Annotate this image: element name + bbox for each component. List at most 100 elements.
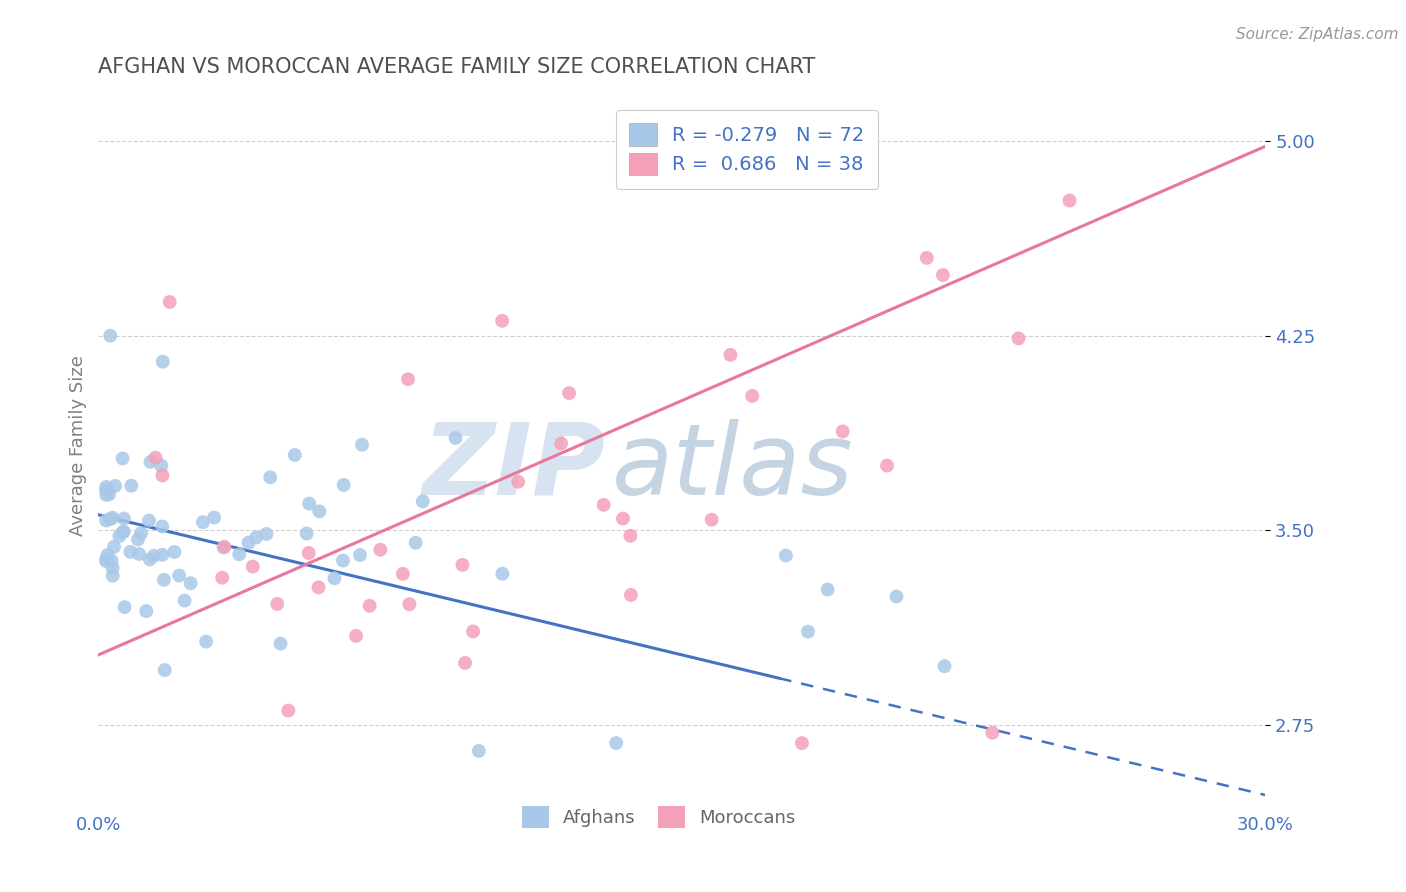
Point [100, 554, 122, 568]
Point [228, 547, 250, 561]
Point [195, 634, 218, 648]
Point [886, 590, 908, 604]
Point [97, 487, 120, 501]
Point [114, 600, 136, 615]
Point [817, 582, 839, 597]
Point [245, 531, 267, 545]
Point [101, 568, 124, 582]
Point [790, 736, 813, 750]
Point [139, 552, 162, 566]
Point [103, 540, 125, 554]
Point [173, 593, 195, 607]
Point [491, 314, 513, 328]
Point [619, 529, 641, 543]
Point [350, 438, 373, 452]
Point [150, 519, 173, 533]
Point [454, 656, 477, 670]
Point [104, 479, 127, 493]
Point [405, 536, 427, 550]
Point [298, 546, 321, 560]
Point [112, 511, 135, 525]
Point [211, 571, 233, 585]
Point [1007, 331, 1029, 345]
Point [932, 268, 955, 282]
Point [831, 425, 853, 439]
Point [167, 568, 190, 582]
Point [150, 548, 173, 562]
Point [349, 548, 371, 562]
Point [150, 458, 173, 473]
Point [96, 554, 118, 568]
Point [741, 389, 763, 403]
Point [129, 526, 152, 541]
Point [127, 533, 149, 547]
Point [256, 527, 278, 541]
Point [120, 479, 142, 493]
Point [396, 372, 419, 386]
Point [934, 659, 956, 673]
Point [153, 573, 176, 587]
Point [270, 637, 292, 651]
Point [180, 576, 202, 591]
Point [468, 744, 491, 758]
Point [142, 549, 165, 563]
Point [120, 545, 142, 559]
Text: atlas: atlas [612, 419, 853, 516]
Point [876, 458, 898, 473]
Point [592, 498, 614, 512]
Point [98, 328, 121, 343]
Point [96, 548, 118, 562]
Point [128, 547, 150, 561]
Point [332, 478, 354, 492]
Point [392, 566, 415, 581]
Text: AFGHAN VS MOROCCAN AVERAGE FAMILY SIZE CORRELATION CHART: AFGHAN VS MOROCCAN AVERAGE FAMILY SIZE C… [98, 56, 815, 77]
Point [111, 525, 134, 540]
Point [308, 504, 330, 518]
Point [370, 542, 392, 557]
Point [153, 663, 176, 677]
Point [284, 448, 307, 462]
Point [96, 480, 118, 494]
Point [98, 512, 121, 526]
Point [139, 455, 162, 469]
Point [605, 736, 627, 750]
Point [412, 494, 434, 508]
Point [797, 624, 820, 639]
Point [277, 704, 299, 718]
Point [444, 431, 467, 445]
Point [550, 436, 572, 450]
Point [463, 624, 485, 639]
Point [398, 597, 420, 611]
Point [212, 541, 235, 555]
Point [101, 561, 124, 575]
Point [981, 725, 1004, 739]
Legend: Afghans, Moroccans: Afghans, Moroccans [513, 797, 804, 837]
Point [152, 354, 174, 368]
Point [359, 599, 381, 613]
Point [112, 524, 135, 539]
Point [344, 629, 367, 643]
Point [558, 386, 581, 401]
Point [214, 540, 236, 554]
Point [138, 514, 160, 528]
Point [108, 529, 131, 543]
Point [323, 571, 346, 585]
Point [451, 558, 474, 572]
Point [96, 488, 118, 502]
Point [191, 515, 214, 529]
Point [508, 475, 530, 489]
Point [238, 535, 260, 549]
Point [266, 597, 288, 611]
Point [1059, 194, 1081, 208]
Point [295, 526, 318, 541]
Point [163, 545, 186, 559]
Point [620, 588, 643, 602]
Point [145, 450, 167, 465]
Point [775, 549, 797, 563]
Point [96, 552, 118, 566]
Point [159, 295, 181, 310]
Point [491, 566, 513, 581]
Point [96, 483, 118, 497]
Point [700, 513, 723, 527]
Point [612, 511, 634, 525]
